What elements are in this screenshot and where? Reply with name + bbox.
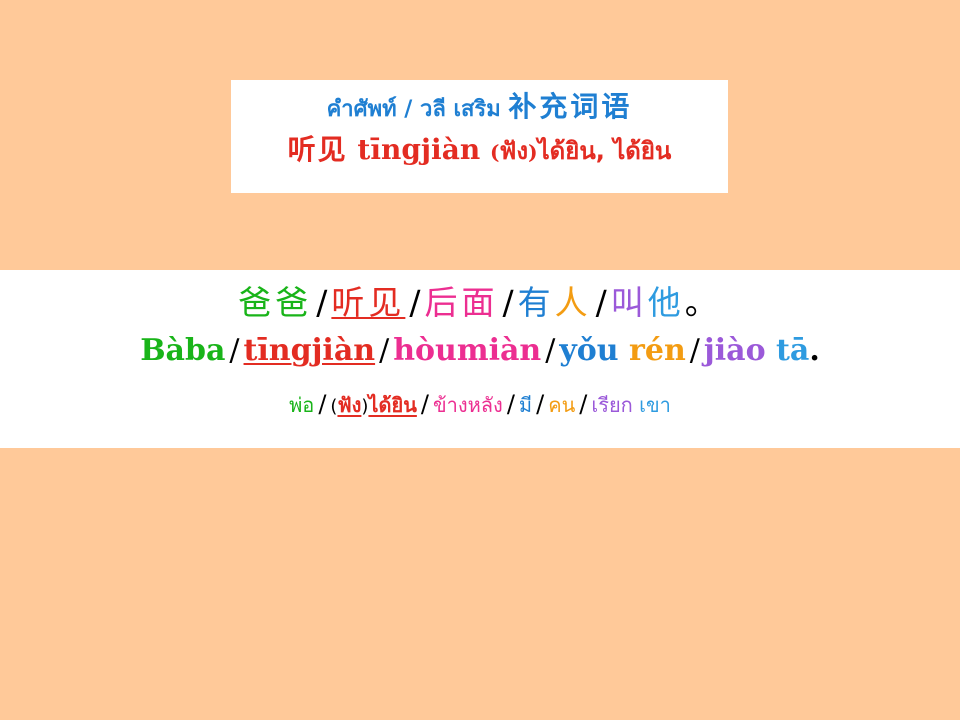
thai-father: พ่อ <box>289 393 315 417</box>
pinyin-jiao: jiào <box>703 333 766 368</box>
thai-listen: ฟัง <box>337 393 362 417</box>
separator: / <box>502 283 514 322</box>
separator: / <box>595 283 607 322</box>
separator: / <box>409 283 421 322</box>
hanzi-ta: 他 <box>647 283 685 322</box>
hanzi-period: 。 <box>684 283 722 322</box>
thai-paren-open: ( <box>330 396 338 417</box>
separator: / <box>379 333 390 368</box>
sentence-pinyin: Bàba / tīngjiàn / hòumiàn / yǒu rén / jiào tā. <box>0 328 960 374</box>
thai-him: เขา <box>639 393 671 417</box>
pinyin-period: . <box>809 333 820 368</box>
vocab-word-hanzi: 听见 <box>287 133 348 166</box>
thai-have: มี <box>518 393 533 417</box>
vocab-paren-word: ฟัง <box>499 137 529 165</box>
vocab-paren-open: ( <box>489 140 500 164</box>
vocab-title-box: คำศัพท์ / วลี เสริม 补充词语 听见 tīngjiàn (ฟั… <box>231 80 728 193</box>
separator: / <box>689 333 700 368</box>
separator: / <box>579 390 588 418</box>
separator: / <box>316 283 328 322</box>
vocab-entry: 听见 tīngjiàn (ฟัง)ได้ยิน, ได้ยิน <box>231 127 728 175</box>
thai-person: คน <box>548 393 576 417</box>
separator: / <box>506 390 515 418</box>
pinyin-ta: tā <box>776 333 810 368</box>
vocab-word-pinyin: tīngjiàn <box>357 133 481 166</box>
example-sentence-band: 爸爸 / 听见 / 后面 / 有人 / 叫他。 Bàba / tīngjiàn / hòumiàn / yǒ… <box>0 270 960 448</box>
separator: / <box>545 333 556 368</box>
pinyin-baba: Bàba <box>140 333 226 368</box>
hanzi-ren: 人 <box>554 283 592 322</box>
hanzi-jiao: 叫 <box>610 283 648 322</box>
hanzi-you: 有 <box>517 283 555 322</box>
sentence-thai: พ่อ / (ฟัง)ได้ยิน / ข้างหลัง / มี / คน / เรียก เขา <box>0 384 960 427</box>
pinyin-tingjian: tīngjiàn <box>243 333 376 368</box>
separator: / <box>420 390 429 418</box>
hanzi-houmian: 后面 <box>424 283 499 322</box>
separator: / <box>536 390 545 418</box>
vocab-heading: คำศัพท์ / วลี เสริม 补充词语 <box>231 90 728 127</box>
vocab-heading-chinese: 补充词语 <box>508 90 633 123</box>
pinyin-houmian: hòumiàn <box>393 333 542 368</box>
separator: / <box>318 390 327 418</box>
separator: / <box>229 333 240 368</box>
pinyin-you: yǒu <box>559 333 619 368</box>
pinyin-ren: rén <box>629 333 686 368</box>
sentence-hanzi: 爸爸 / 听见 / 后面 / 有人 / 叫他。 <box>0 280 960 326</box>
thai-paren-close: ) <box>361 396 369 417</box>
vocab-heading-thai: คำศัพท์ / วลี เสริม <box>326 97 501 122</box>
thai-behind: ข้างหลัง <box>432 393 503 417</box>
thai-hear: ได้ยิน <box>368 393 417 417</box>
thai-call: เรียก <box>591 393 633 417</box>
hanzi-tingjian: 听见 <box>331 283 406 322</box>
vocab-word-thai: ได้ยิน, ได้ยิน <box>537 137 672 165</box>
vocab-paren-close: ) <box>528 140 538 164</box>
hanzi-baba: 爸爸 <box>238 283 313 322</box>
